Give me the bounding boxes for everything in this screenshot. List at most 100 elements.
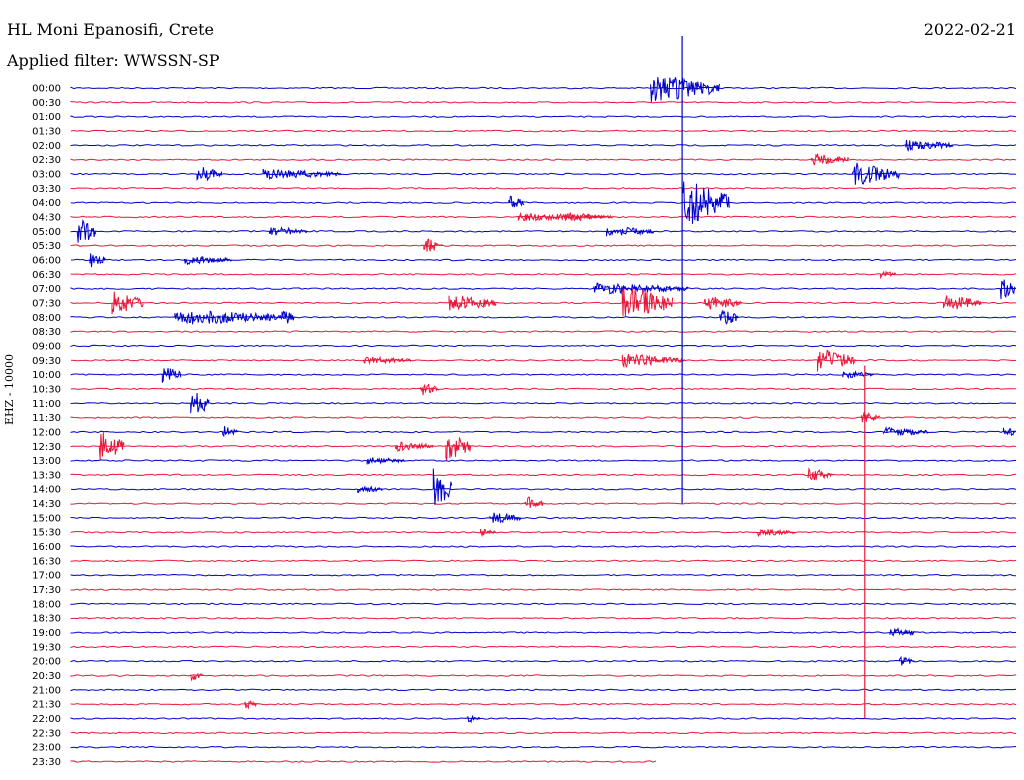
event-34 [883, 426, 929, 437]
event-41 [432, 468, 453, 505]
event-24 [719, 309, 739, 325]
trace-1700 [70, 573, 1017, 577]
trace-1630 [70, 559, 1017, 563]
event-42 [357, 485, 383, 493]
event-38 [445, 437, 472, 461]
trace-0230 [70, 158, 1017, 161]
row-label-1300: 13:00 [32, 456, 61, 467]
event-2 [810, 153, 850, 166]
trace-0400 [70, 201, 1017, 204]
event-48 [899, 655, 915, 666]
event-19 [621, 288, 674, 317]
row-label-0400: 04:00 [32, 198, 61, 209]
event-21 [943, 295, 982, 310]
row-label-1100: 11:00 [32, 399, 61, 410]
trace-1500 [70, 516, 1017, 520]
trace-1930 [70, 645, 1016, 649]
trace-0630 [70, 273, 1017, 276]
event-53 [880, 270, 897, 280]
trace-0430 [70, 215, 1017, 219]
event-23 [281, 310, 295, 324]
row-label-1230: 12:30 [32, 442, 61, 453]
row-label-1800: 18:00 [32, 599, 61, 610]
event-40 [807, 467, 834, 481]
trace-1730 [70, 588, 1017, 591]
trace-0000 [70, 86, 1017, 90]
row-label-0700: 07:00 [32, 284, 61, 295]
trace-1900 [70, 631, 1017, 634]
row-label-0900: 09:00 [32, 341, 61, 352]
event-1 [905, 139, 954, 153]
trace-1200 [70, 430, 1016, 434]
trace-0100 [70, 115, 1017, 118]
trace-1830 [70, 616, 1017, 620]
trace-1000 [70, 373, 1017, 376]
trace-2200 [70, 717, 1017, 720]
row-label-2230: 22:30 [32, 728, 61, 739]
trace-0200 [70, 144, 1017, 147]
event-44 [489, 512, 522, 524]
event-5 [851, 162, 900, 185]
event-6 [508, 195, 525, 208]
row-label-1700: 17:00 [32, 571, 61, 582]
row-label-2330: 23:30 [32, 757, 61, 768]
event-52 [423, 238, 443, 252]
event-13 [89, 253, 106, 268]
trace-0300 [70, 172, 1017, 176]
row-label-1500: 15:00 [32, 513, 61, 524]
row-label-2100: 21:00 [32, 685, 61, 696]
event-29 [842, 370, 875, 379]
row-label-1630: 16:30 [32, 556, 61, 567]
event-31 [190, 392, 210, 414]
trace-1330 [70, 473, 1017, 477]
event-12 [606, 227, 655, 237]
event-43 [524, 496, 544, 508]
event-20 [703, 296, 743, 310]
event-37 [395, 441, 434, 453]
row-label-0030: 00:30 [32, 98, 61, 109]
event-8 [517, 211, 613, 222]
trace-2300 [70, 745, 1017, 749]
event-32 [861, 412, 881, 423]
event-28 [161, 367, 182, 383]
row-label-0430: 04:30 [32, 212, 61, 223]
row-label-1000: 10:00 [32, 370, 61, 381]
row-label-0130: 01:30 [32, 126, 61, 137]
row-label-1600: 16:00 [32, 542, 61, 553]
row-label-0600: 06:00 [32, 255, 61, 266]
trace-2100 [70, 688, 1017, 692]
row-label-1430: 14:30 [32, 499, 61, 510]
row-label-0530: 05:30 [32, 241, 61, 252]
event-25 [363, 355, 412, 365]
event-35 [1002, 427, 1016, 437]
event-17 [111, 291, 144, 315]
row-label-1830: 18:30 [32, 614, 61, 625]
trace-0500 [70, 230, 1017, 233]
row-label-0830: 08:30 [32, 327, 61, 338]
row-label-1530: 15:30 [32, 528, 61, 539]
row-label-0800: 08:00 [32, 313, 61, 324]
trace-2330 [70, 760, 657, 763]
event-49 [190, 672, 204, 682]
row-label-1030: 10:30 [32, 384, 61, 395]
event-51 [467, 714, 481, 724]
trace-0700 [70, 287, 1017, 290]
event-7 [681, 181, 730, 224]
row-label-0630: 06:30 [32, 270, 61, 281]
trace-1030 [70, 387, 1017, 391]
event-27 [817, 349, 856, 372]
row-label-0000: 00:00 [32, 84, 61, 95]
row-label-1400: 14:00 [32, 485, 61, 496]
trace-0830 [70, 330, 1017, 333]
event-50 [243, 700, 257, 710]
event-3 [196, 167, 223, 182]
row-label-0730: 07:30 [32, 298, 61, 309]
event-22 [174, 310, 285, 325]
event-15 [593, 282, 689, 295]
event-16 [999, 279, 1016, 300]
row-label-2130: 21:30 [32, 700, 61, 711]
row-label-0500: 05:00 [32, 227, 61, 238]
row-label-1900: 19:00 [32, 628, 61, 639]
row-label-2300: 23:00 [32, 743, 61, 754]
